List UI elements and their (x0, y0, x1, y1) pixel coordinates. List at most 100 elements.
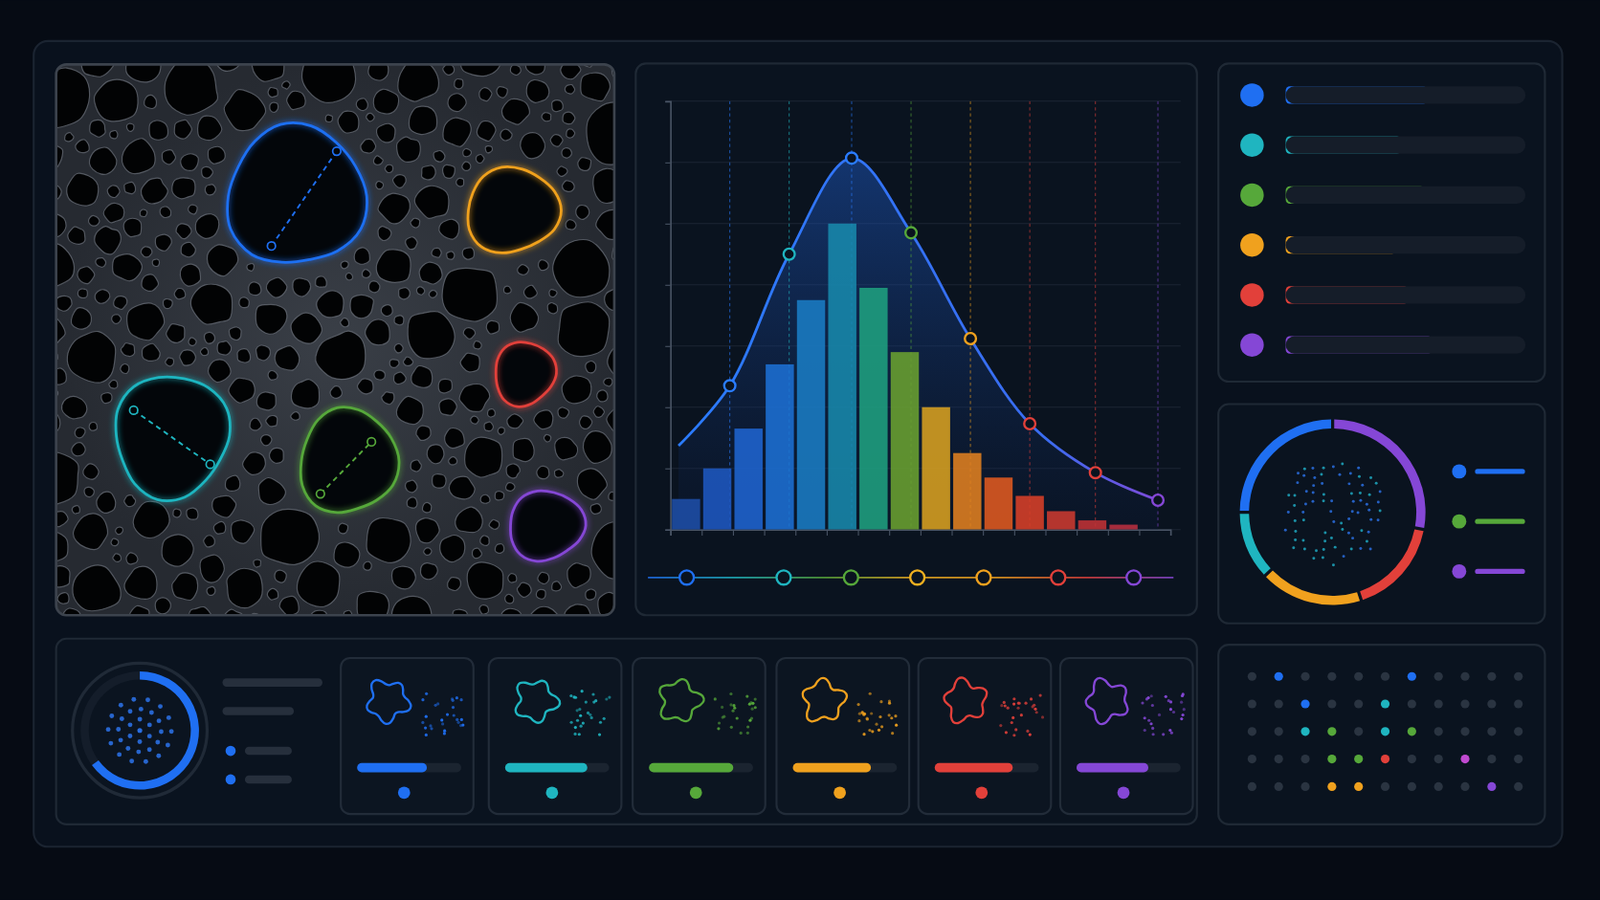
pore (340, 261, 349, 269)
class-dot (722, 715, 726, 719)
pore (56, 532, 68, 563)
class-dot (580, 689, 584, 693)
pore (256, 392, 276, 411)
placeholder-line (248, 747, 289, 756)
slider-knob (910, 570, 925, 585)
class-dot (1164, 695, 1168, 699)
matrix-dot (1274, 782, 1284, 792)
class-dot (1025, 730, 1029, 734)
class-dot (455, 718, 459, 722)
highlight-pore-fill (227, 123, 368, 264)
class-dot (424, 733, 428, 737)
class-dot (1028, 733, 1032, 736)
tick (665, 530, 670, 532)
hbar-marks (1286, 86, 1433, 354)
pore (89, 119, 106, 137)
pore (579, 416, 593, 429)
pore (549, 289, 557, 298)
histogram-bar (984, 477, 1013, 530)
pore (585, 360, 597, 373)
pore (505, 594, 514, 604)
pore (71, 443, 86, 457)
matrix-dot (1487, 699, 1496, 709)
pore (57, 593, 69, 605)
class-dot (748, 703, 752, 707)
grid-line (670, 100, 1181, 102)
gauge-dot (106, 727, 112, 733)
pore (416, 425, 431, 441)
donut-dot (1357, 475, 1361, 479)
pore (253, 559, 261, 568)
pore (376, 249, 411, 283)
class-dot (1151, 727, 1155, 731)
gauge-dot (147, 747, 153, 753)
pore (473, 341, 482, 350)
progress-bar (793, 763, 872, 774)
class-dot (1151, 704, 1155, 708)
pore (442, 267, 497, 322)
pore (414, 185, 449, 219)
card (1060, 658, 1194, 815)
class-icon (659, 679, 704, 722)
pore (446, 251, 455, 260)
pore (377, 226, 392, 242)
pore (248, 282, 262, 296)
class-dot (866, 717, 869, 721)
matrix-dot (1380, 699, 1390, 709)
histogram-bar (703, 468, 732, 531)
class-card (488, 658, 623, 815)
donut-dot (1322, 499, 1326, 503)
class-dot (607, 695, 611, 699)
pore (56, 314, 66, 350)
pore (538, 260, 549, 271)
class-dot (751, 702, 755, 706)
class-dot (1146, 696, 1150, 700)
tick-mark (1170, 530, 1172, 536)
donut-dot (1332, 563, 1335, 567)
donut-dot (1296, 471, 1300, 475)
pore (426, 444, 445, 465)
pore (552, 100, 564, 112)
tick (1014, 530, 1016, 536)
legend-line (1477, 569, 1523, 575)
pore (152, 259, 159, 267)
pore (256, 345, 271, 361)
slider-knob (679, 570, 694, 585)
pore (443, 164, 456, 178)
pore (56, 511, 68, 528)
legend-dot (1240, 333, 1265, 357)
pore (462, 161, 471, 171)
pore (433, 150, 445, 162)
fit-marker (724, 379, 736, 392)
pore (246, 264, 254, 272)
donut-dot (1377, 518, 1380, 522)
pore (565, 220, 577, 230)
marker-guide (1029, 101, 1031, 531)
class-dot (754, 697, 757, 701)
class-dot (1006, 707, 1010, 711)
pore (226, 568, 263, 608)
matrix-dot (1513, 672, 1523, 682)
pore (96, 491, 116, 513)
pore (83, 464, 99, 480)
pore (381, 392, 395, 405)
class-dot (1179, 717, 1183, 721)
class-dot (751, 708, 755, 712)
class-dot (1180, 713, 1184, 717)
class-dot (729, 692, 733, 696)
pore (460, 353, 480, 373)
donut-dot (1321, 556, 1325, 560)
pore (172, 177, 196, 200)
class-dot (451, 706, 455, 710)
matrix-dot (1460, 755, 1469, 764)
pore (394, 372, 407, 384)
donut-slice (1266, 571, 1360, 606)
pore (496, 87, 508, 99)
donut-dot (1365, 540, 1369, 544)
pore (74, 427, 86, 439)
matrix-panel (1218, 644, 1545, 825)
pore (485, 146, 492, 154)
donut-dot (1367, 509, 1371, 512)
pore (463, 148, 472, 156)
pore (459, 384, 490, 413)
